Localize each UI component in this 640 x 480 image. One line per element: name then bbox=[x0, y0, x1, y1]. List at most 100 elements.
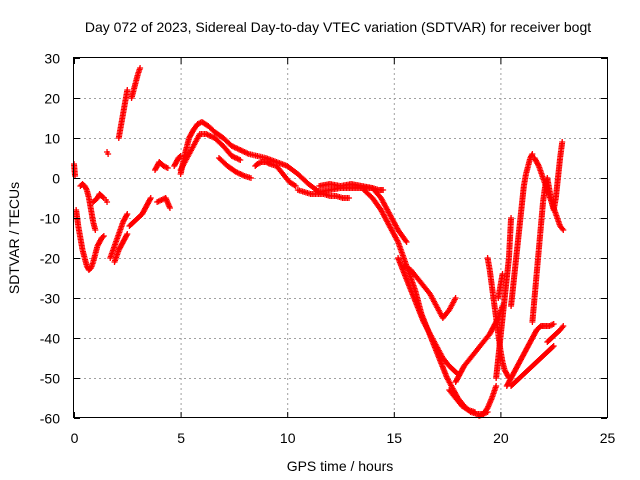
data-point-marker bbox=[124, 231, 131, 237]
data-point-marker bbox=[559, 324, 566, 331]
data-series-arc-07 bbox=[107, 211, 131, 261]
data-point-marker bbox=[123, 212, 130, 219]
y-tick-label: 10 bbox=[44, 131, 60, 147]
x-tick-label: 5 bbox=[177, 430, 185, 446]
data-series-arc-25 bbox=[446, 387, 478, 415]
data-series-arc-32 bbox=[529, 139, 566, 325]
y-tick-label: 30 bbox=[44, 51, 60, 67]
data-series-arc-22 bbox=[395, 255, 461, 377]
data-point-marker bbox=[164, 165, 171, 171]
y-tick-label: -60 bbox=[40, 411, 60, 427]
y-tick-label: 0 bbox=[52, 171, 60, 187]
data-series-arc-08 bbox=[111, 231, 131, 265]
y-tick-label: -40 bbox=[40, 331, 60, 347]
data-point-marker bbox=[237, 157, 244, 163]
data-series-arc-30 bbox=[503, 321, 557, 389]
data-series-arc-23 bbox=[401, 263, 459, 321]
data-point-marker bbox=[547, 322, 554, 329]
x-tick-label: 0 bbox=[71, 430, 79, 446]
data-point-marker bbox=[137, 65, 144, 71]
y-tick-label: -50 bbox=[40, 371, 60, 387]
data-point-marker bbox=[452, 295, 459, 301]
data-point-marker bbox=[124, 87, 131, 93]
data-series-arc-14 bbox=[171, 153, 184, 169]
data-point-marker bbox=[528, 152, 535, 159]
data-series-arc-34 bbox=[544, 323, 567, 345]
data-series-arc-11 bbox=[128, 65, 144, 101]
data-point-marker bbox=[550, 321, 557, 327]
data-series-arc-28 bbox=[493, 215, 515, 381]
chart-title: Day 072 of 2023, Sidereal Day-to-day VTE… bbox=[85, 19, 591, 35]
data-series-arc-03 bbox=[77, 181, 99, 233]
data-point-marker bbox=[560, 323, 567, 329]
data-point-marker bbox=[292, 183, 299, 189]
data-point-marker bbox=[550, 343, 557, 349]
data-point-marker bbox=[549, 321, 556, 328]
data-point-marker bbox=[100, 233, 107, 239]
data-series-arc-31 bbox=[508, 151, 536, 309]
data-point-marker bbox=[495, 295, 502, 301]
y-tick-label: -20 bbox=[40, 251, 60, 267]
data-point-marker bbox=[380, 187, 387, 193]
data-point-marker bbox=[104, 199, 111, 205]
x-tick-label: 20 bbox=[493, 430, 509, 446]
data-marks bbox=[71, 65, 567, 419]
data-series-arc-15 bbox=[177, 119, 387, 195]
data-point-marker bbox=[123, 232, 130, 239]
data-point-marker bbox=[99, 194, 106, 200]
y-tick-label: -30 bbox=[40, 291, 60, 307]
data-point-marker bbox=[529, 151, 536, 157]
data-series-arc-12 bbox=[152, 159, 171, 173]
data-point-marker bbox=[105, 151, 112, 157]
data-point-marker bbox=[559, 225, 566, 232]
data-series-arc-20 bbox=[316, 181, 410, 245]
data-series-arc-21 bbox=[360, 187, 491, 417]
data-point-marker bbox=[346, 195, 353, 201]
data-point-marker bbox=[403, 239, 410, 245]
axis-ticks: 0 5 10 15 20 25 -60 -50 -40 -30 -20 -10 0 10 20 30 bbox=[40, 51, 616, 447]
data-series-arc-33 bbox=[531, 155, 567, 233]
y-axis-label: SDTVAR / TECUs bbox=[6, 182, 22, 294]
data-series-arc-29 bbox=[508, 343, 557, 389]
data-point-marker bbox=[508, 215, 515, 221]
data-series-arc-19 bbox=[294, 187, 353, 201]
data-point-marker bbox=[471, 409, 478, 415]
data-point-marker bbox=[464, 406, 471, 413]
y-tick-label: 20 bbox=[44, 91, 60, 107]
y-tick-label: -10 bbox=[40, 211, 60, 227]
x-tick-label: 25 bbox=[600, 430, 616, 446]
data-point-marker bbox=[147, 195, 154, 201]
plot-frame bbox=[73, 57, 608, 418]
data-point-marker bbox=[535, 161, 542, 168]
data-point-marker bbox=[291, 182, 298, 189]
data-series-arc-01 bbox=[71, 161, 79, 179]
data-series-arc-17 bbox=[215, 155, 254, 181]
data-series-arc-13 bbox=[154, 195, 173, 211]
data-series-arc-10 bbox=[126, 195, 154, 229]
data-point-marker bbox=[124, 211, 131, 217]
data-point-marker bbox=[559, 139, 566, 145]
data-series-arc-18 bbox=[252, 159, 299, 189]
x-tick-label: 10 bbox=[280, 430, 296, 446]
data-point-marker bbox=[92, 227, 99, 233]
data-series-arc-27 bbox=[476, 383, 500, 419]
data-point-marker bbox=[147, 196, 154, 203]
data-point-marker bbox=[83, 185, 90, 192]
data-point-marker bbox=[549, 344, 556, 350]
x-tick-label: 15 bbox=[387, 430, 403, 446]
data-point-marker bbox=[560, 227, 567, 233]
data-series-arc-02 bbox=[73, 207, 107, 273]
data-series-arc-16 bbox=[177, 131, 244, 173]
data-point-marker bbox=[493, 383, 500, 389]
data-series-arc-26 bbox=[484, 255, 512, 381]
data-point-marker bbox=[402, 237, 409, 244]
data-series-arc-05 bbox=[102, 197, 111, 205]
x-axis-label: GPS time / hours bbox=[287, 458, 394, 474]
data-series-arc-06 bbox=[104, 149, 112, 157]
data-series-arc-04 bbox=[90, 191, 107, 205]
data-point-marker bbox=[247, 175, 254, 181]
data-point-marker bbox=[99, 234, 106, 240]
data-point-marker bbox=[166, 205, 173, 211]
grid-lines bbox=[74, 58, 607, 418]
